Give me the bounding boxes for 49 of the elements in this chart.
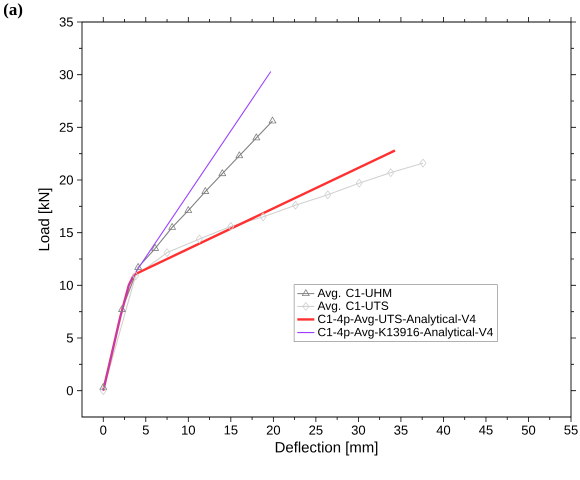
point bbox=[420, 158, 426, 168]
point bbox=[151, 244, 159, 251]
x-tick-label: 30 bbox=[352, 426, 366, 435]
x-tick-label: 25 bbox=[309, 426, 323, 435]
x-tick-label: 45 bbox=[479, 426, 493, 435]
x-tick-label: 55 bbox=[564, 426, 578, 435]
y-tick-label: 35 bbox=[60, 17, 73, 27]
point bbox=[184, 206, 192, 213]
point bbox=[356, 178, 363, 188]
point bbox=[324, 190, 332, 200]
legend-label: C1-4p-Avg-UTS-Analytical-V4 bbox=[318, 314, 476, 326]
y-tick-label: 15 bbox=[60, 228, 73, 238]
point bbox=[100, 386, 107, 396]
y-tick-label: 25 bbox=[60, 122, 73, 132]
point bbox=[201, 187, 210, 194]
point bbox=[99, 383, 108, 390]
point bbox=[134, 263, 142, 270]
point bbox=[168, 223, 176, 230]
chart-title: (a) bbox=[4, 3, 22, 19]
x-tick-label: 0 bbox=[100, 426, 106, 435]
x-tick-label: 35 bbox=[394, 426, 408, 435]
y-tick-label: 5 bbox=[66, 333, 73, 343]
point bbox=[164, 248, 170, 258]
point bbox=[118, 305, 126, 312]
point bbox=[132, 271, 139, 280]
point bbox=[218, 169, 226, 176]
point bbox=[292, 200, 299, 210]
point bbox=[268, 116, 276, 124]
y-tick-label: 10 bbox=[60, 280, 73, 290]
y-tick-label: 20 bbox=[60, 175, 73, 185]
point bbox=[252, 133, 260, 140]
x-tick-label: 5 bbox=[142, 426, 149, 435]
x-axis-title: Deflection [mm] bbox=[276, 442, 378, 456]
legend-label: C1-4p-Avg-K13916-Analytical-V4 bbox=[318, 328, 493, 339]
legend-label: Avg. C1-UHM bbox=[318, 288, 392, 300]
x-tick-label: 20 bbox=[266, 426, 280, 435]
point bbox=[196, 234, 203, 244]
legend-label: Avg. C1-UTS bbox=[318, 302, 388, 312]
point bbox=[235, 151, 244, 158]
point bbox=[260, 212, 267, 222]
x-tick-label: 50 bbox=[522, 426, 536, 435]
x-tick-label: 40 bbox=[436, 426, 450, 435]
y-tick-label: 0 bbox=[66, 386, 73, 396]
point bbox=[227, 222, 234, 231]
x-tick-label: 10 bbox=[182, 426, 196, 435]
y-tick-label: 30 bbox=[60, 70, 73, 80]
point bbox=[387, 168, 394, 178]
y-axis-title: Load [kN] bbox=[38, 188, 52, 250]
x-tick-label: 15 bbox=[224, 426, 238, 435]
